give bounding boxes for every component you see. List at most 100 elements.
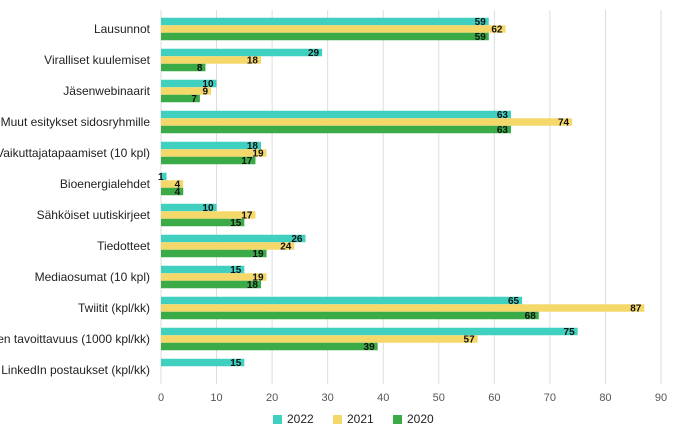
bar-2021-1 bbox=[161, 56, 261, 64]
x-tick-label-10: 10 bbox=[210, 392, 222, 404]
bar-2022-10 bbox=[161, 327, 578, 336]
data-label-2020-2: 7 bbox=[191, 94, 197, 105]
bar-2020-10 bbox=[161, 342, 378, 351]
data-label-2021-7: 24 bbox=[280, 241, 292, 252]
bar-2021-2 bbox=[161, 87, 211, 95]
x-tick-label-50: 50 bbox=[433, 392, 445, 404]
data-label-2022-9: 65 bbox=[508, 296, 520, 307]
data-label-2020-4: 17 bbox=[241, 156, 253, 167]
data-label-2020-8: 18 bbox=[247, 280, 259, 291]
bar-2022-8 bbox=[161, 265, 245, 274]
bar-2022-9 bbox=[161, 296, 523, 305]
data-label-2021-2: 9 bbox=[202, 86, 208, 97]
legend-swatch-2022 bbox=[273, 415, 282, 424]
bar-2021-4 bbox=[161, 149, 267, 157]
bar-2022-5 bbox=[161, 172, 167, 181]
grid-lines bbox=[160, 10, 662, 384]
category-label: Sähköiset uutiskirjeet bbox=[37, 208, 151, 222]
legend: 2022 2021 2020 bbox=[273, 412, 434, 426]
category-label: Bioenergialehdet bbox=[60, 177, 151, 191]
category-label: Lausunnot bbox=[94, 22, 151, 36]
data-label-2022-11: 15 bbox=[230, 358, 242, 369]
legend-label-2022: 2022 bbox=[287, 412, 314, 426]
bars bbox=[161, 17, 645, 367]
category-label: Muut esitykset sidosryhmille bbox=[1, 115, 151, 129]
x-tick-label-90: 90 bbox=[655, 392, 667, 404]
data-label-2021-4: 19 bbox=[252, 148, 264, 159]
data-label-2021-3: 74 bbox=[558, 117, 570, 128]
data-label-2022-1: 29 bbox=[308, 48, 320, 59]
legend-label-2021: 2021 bbox=[347, 412, 374, 426]
bar-2021-3 bbox=[161, 118, 573, 126]
x-tick-labels: 0 10 20 30 40 50 60 70 80 90 bbox=[158, 392, 667, 404]
data-label-2022-8: 15 bbox=[230, 265, 242, 276]
category-labels: Lausunnot Viralliset kuulemiset Jäsenwebin… bbox=[0, 22, 151, 377]
x-tick-label-80: 80 bbox=[599, 392, 611, 404]
data-label-2021-5: 4 bbox=[175, 179, 181, 190]
data-label-2022-0: 59 bbox=[475, 17, 487, 28]
bar-2021-5 bbox=[161, 180, 184, 188]
bar-2020-0 bbox=[161, 32, 489, 41]
data-label-2022-10: 75 bbox=[564, 327, 576, 338]
data-label-2022-2: 10 bbox=[202, 79, 214, 90]
category-label: en tavoittavuus (1000 kpl/kk) bbox=[0, 332, 150, 346]
data-label-2021-6: 17 bbox=[241, 210, 253, 221]
bar-2020-4 bbox=[161, 156, 256, 165]
bar-2020-1 bbox=[161, 63, 206, 72]
data-label-2020-1: 8 bbox=[197, 63, 203, 74]
bar-2021-9 bbox=[161, 304, 645, 312]
data-labels: 5929106318110261565751562189741941724198… bbox=[158, 17, 642, 369]
data-label-2021-0: 62 bbox=[491, 24, 503, 35]
data-label-2020-5: 4 bbox=[175, 187, 181, 198]
bar-2022-11 bbox=[161, 358, 245, 367]
data-label-2022-4: 18 bbox=[247, 141, 259, 152]
data-label-2020-9: 68 bbox=[525, 311, 537, 322]
data-label-2022-6: 10 bbox=[202, 203, 214, 214]
category-label: Tiedotteet bbox=[97, 239, 151, 253]
category-label: Viralliset kuulemiset bbox=[44, 53, 150, 67]
bar-2020-2 bbox=[161, 94, 200, 103]
bar-2022-6 bbox=[161, 203, 217, 212]
data-label-2020-6: 15 bbox=[230, 218, 242, 229]
bar-2022-2 bbox=[161, 79, 217, 88]
bar-2022-3 bbox=[161, 110, 511, 119]
data-label-2021-1: 18 bbox=[247, 55, 259, 66]
bar-2021-0 bbox=[161, 25, 506, 33]
bar-2020-6 bbox=[161, 218, 245, 227]
category-label: Twiitit (kpl/kk) bbox=[78, 301, 150, 315]
x-tick-label-60: 60 bbox=[488, 392, 500, 404]
category-label: Vaikuttajatapaamiset (10 kpl) bbox=[0, 146, 150, 160]
data-label-2020-7: 19 bbox=[252, 249, 264, 260]
bar-2020-5 bbox=[161, 187, 184, 196]
bar-2020-9 bbox=[161, 311, 539, 320]
data-label-2021-8: 19 bbox=[252, 272, 264, 283]
data-label-2020-10: 39 bbox=[364, 342, 376, 353]
bar-2020-8 bbox=[161, 280, 261, 289]
x-tick-label-20: 20 bbox=[266, 392, 278, 404]
category-label: Mediaosumat (10 kpl) bbox=[35, 270, 150, 284]
data-label-2021-9: 87 bbox=[630, 303, 642, 314]
data-label-2022-7: 26 bbox=[291, 234, 303, 245]
bar-2022-0 bbox=[161, 17, 489, 26]
bar-2022-1 bbox=[161, 48, 323, 57]
bar-2020-7 bbox=[161, 249, 267, 258]
bar-2020-3 bbox=[161, 125, 511, 134]
bar-2021-7 bbox=[161, 242, 295, 250]
x-tick-label-0: 0 bbox=[158, 392, 164, 404]
bar-2021-8 bbox=[161, 273, 267, 281]
legend-swatch-2020 bbox=[393, 415, 402, 424]
x-tick-label-40: 40 bbox=[377, 392, 389, 404]
x-tick-label-30: 30 bbox=[322, 392, 334, 404]
bar-2021-6 bbox=[161, 211, 256, 219]
data-label-2020-3: 63 bbox=[497, 125, 509, 136]
data-label-2021-10: 57 bbox=[464, 334, 476, 345]
bar-2021-10 bbox=[161, 335, 478, 343]
category-label: LinkedIn postaukset (kpl/kk) bbox=[1, 363, 150, 377]
data-label-2020-0: 59 bbox=[475, 32, 487, 43]
legend-swatch-2021 bbox=[333, 415, 342, 424]
x-tick-label-70: 70 bbox=[544, 392, 556, 404]
data-label-2022-3: 63 bbox=[497, 110, 509, 121]
bar-2022-4 bbox=[161, 141, 261, 150]
data-label-2022-5: 1 bbox=[158, 172, 164, 183]
